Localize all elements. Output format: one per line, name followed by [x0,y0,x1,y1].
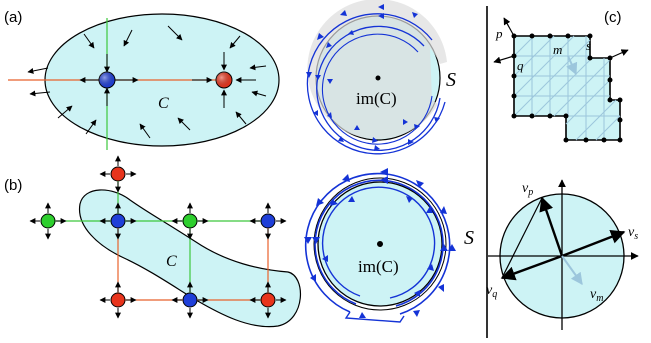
panel-c-label: (c) [604,9,622,26]
arrow-a10 [123,29,133,47]
label-m: m [553,42,562,57]
image-label-top: im(C) [356,89,397,108]
flow-loop-inner-top [316,25,441,151]
center-dot-bottom [377,241,383,247]
node-bottom-left-red [99,281,137,319]
vector-s [609,49,629,59]
flow-loop-core-top [321,33,433,145]
vector-p [503,17,515,37]
arrow-a14 [251,90,267,97]
label-q: q [517,58,524,73]
arrow-a18 [85,119,97,135]
flow-connector-bottom [344,311,405,323]
region-c-label-a: C [158,95,169,112]
arrow-a20 [27,67,49,74]
grid-lines-c [513,35,621,141]
flow-arrows-bottom [304,168,456,318]
panel-b: (b) [4,155,301,328]
flow-circle-top: im(C) S [306,0,456,155]
curve-label-top: S [446,69,456,91]
curve-label-bottom: S [464,227,474,249]
label-s: s [586,38,591,53]
center-dot-top [375,75,381,81]
label-vp: vp [522,181,533,198]
node-bottom-right-red [249,281,287,319]
image-label-bottom: im(C) [358,257,399,276]
flow-circle-bottom: im(C) S [304,168,474,323]
panel-a: (a) C [4,9,280,150]
node-mid-green [171,202,209,240]
arrow-a12 [229,35,241,49]
vector-q [493,55,515,64]
node-top-red [99,155,137,193]
label-vs: vs [628,225,638,242]
vector-m [566,55,578,76]
arrow-a15 [235,111,247,125]
arrow-a16 [177,117,191,131]
vector-vm [561,255,583,285]
arrow-a11 [167,25,183,41]
vector-vp [539,196,564,257]
label-vm: vm [590,287,603,304]
panel-c-vectors: vp vq vs vm [486,179,639,330]
label-p: p [495,26,503,41]
grid-vertices [511,33,623,143]
arrow-a13 [249,64,267,71]
label-vq: vq [486,283,497,300]
node-center-blue [99,202,137,240]
panel-a-label: (a) [4,9,22,26]
node-left-green [29,202,67,240]
panel-b-label: (b) [4,177,22,194]
arrow-a9 [83,33,95,49]
vector-vq [500,254,563,281]
arrow-a19 [57,105,73,119]
flow-loop-outer-bottom [304,172,451,315]
disk-boundary-bottom [313,177,447,311]
chord-pq [501,197,543,279]
vector-vs [561,229,626,258]
panel-c-grid: (c) [493,9,629,143]
node-right-blue [249,202,287,240]
region-c-label-b: C [166,253,177,270]
node-bottom-mid-blue [171,281,209,319]
arrow-a17 [139,123,151,139]
shadow-region-top [307,0,447,139]
flow-arrows-top [306,4,440,151]
arrow-a21 [29,90,51,97]
node-group-b [29,155,287,319]
